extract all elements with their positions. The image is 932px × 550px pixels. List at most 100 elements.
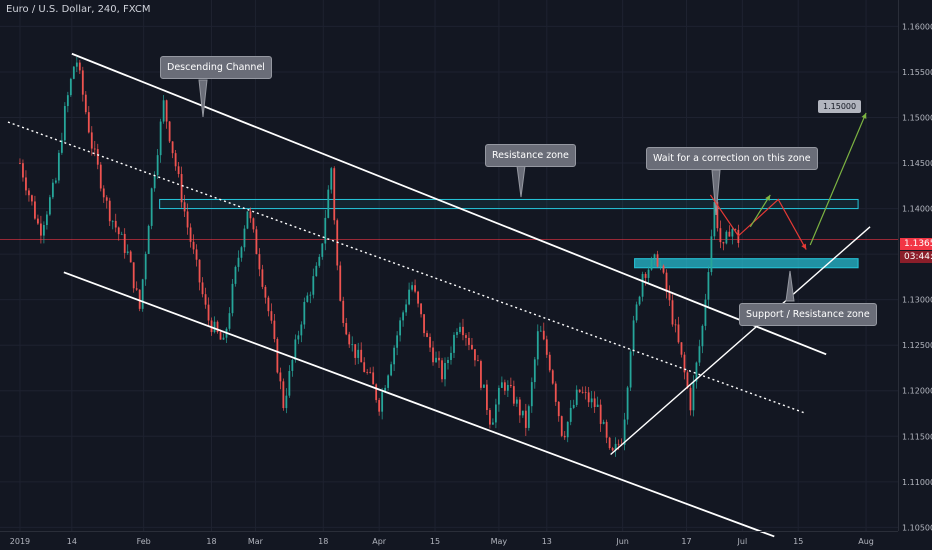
time-tick-label: Jul — [737, 537, 748, 546]
candle-body — [189, 227, 192, 242]
candle-body — [51, 182, 54, 198]
callout-resistance-zone[interactable]: Resistance zone — [485, 144, 576, 167]
candle-body — [575, 389, 578, 405]
candle-body — [569, 407, 572, 422]
price-axis[interactable]: 1.160001.155001.150001.145001.140001.135… — [898, 0, 932, 550]
candle-body — [521, 410, 524, 416]
candle-body — [614, 443, 617, 451]
candle-body — [132, 262, 135, 289]
candle-body — [719, 228, 722, 243]
candle-body — [117, 227, 120, 235]
channel-upper-line — [71, 52, 827, 356]
candle-body — [581, 391, 584, 393]
time-tick-label: 15 — [430, 537, 440, 546]
candle-body — [72, 66, 75, 79]
callout-support-resistance-zone[interactable]: Support / Resistance zone — [739, 303, 877, 326]
candle-body — [246, 211, 249, 229]
candle-body — [668, 291, 671, 301]
projection-green-arrow — [749, 194, 771, 228]
candle-body — [240, 247, 243, 258]
time-tick-label: Feb — [137, 537, 151, 546]
candle-body — [114, 220, 117, 228]
candle-body — [509, 384, 512, 387]
callout-descending-channel[interactable]: Descending Channel — [160, 56, 272, 79]
target-price-label[interactable]: 1.15000 — [818, 100, 862, 113]
candle-body — [659, 265, 662, 267]
price-tick-label: 1.11500 — [902, 432, 932, 441]
candle-body — [162, 100, 165, 122]
candle-body — [78, 62, 81, 71]
candle-body — [243, 228, 246, 248]
candle-body — [527, 406, 530, 428]
time-tick-label: 2019 — [10, 537, 30, 546]
candle-body — [267, 297, 270, 312]
candle-body — [216, 321, 219, 333]
candle-body — [545, 339, 548, 355]
callout-resistance-zone-label: Resistance zone — [492, 150, 569, 161]
candle-body — [75, 62, 78, 67]
candle-body — [387, 375, 390, 388]
projection-green-arrow-target — [809, 112, 867, 246]
price-tick-label: 1.13000 — [902, 296, 932, 305]
candle-body — [312, 276, 315, 295]
resistance-zone-box — [159, 198, 859, 210]
callout-wait-correction-pointer — [711, 169, 721, 216]
candle-body — [674, 324, 677, 326]
candle-body — [656, 254, 659, 267]
candle-body — [201, 282, 204, 295]
candle-body — [285, 395, 288, 409]
countdown-label: 03:44:52 — [900, 251, 932, 263]
price-tick-label: 1.10500 — [902, 523, 932, 532]
candle-body — [255, 229, 258, 255]
candle-body — [126, 251, 129, 253]
time-tick-label: May — [491, 537, 508, 546]
candle-body — [237, 257, 240, 267]
candle-body — [372, 372, 375, 385]
callout-wait-correction-label: Wait for a correction on this zone — [653, 153, 811, 164]
price-tick-label: 1.14500 — [902, 159, 932, 168]
candle-body — [207, 304, 210, 321]
candle-body — [435, 357, 437, 363]
candle-body — [402, 312, 405, 321]
callout-descending-channel-label: Descending Channel — [167, 62, 265, 73]
candle-body — [432, 347, 434, 363]
rising-support-line — [610, 226, 871, 456]
candle-body — [429, 336, 431, 348]
candle-body — [506, 384, 509, 391]
price-tick-label: 1.15500 — [902, 68, 932, 77]
candle-body — [315, 265, 318, 277]
candle-body — [270, 311, 273, 321]
time-tick-label: 18 — [318, 537, 328, 546]
candle-body — [411, 285, 413, 290]
candle-body — [713, 202, 716, 237]
candle-body — [31, 195, 33, 202]
time-axis[interactable]: 2019 14 Feb 18 Mar 18 Apr 15 May 13 Jun 17 Jul 15 Aug — [0, 531, 898, 547]
candle-body — [25, 177, 27, 191]
candle-body — [174, 153, 177, 167]
candle-body — [138, 289, 141, 309]
candle-body — [102, 188, 105, 198]
trend-lines[interactable] — [7, 52, 871, 538]
candle-body — [587, 392, 590, 403]
candle-body — [551, 370, 554, 384]
candle-body — [306, 295, 309, 302]
target-price-text: 1.15000 — [823, 102, 857, 111]
candle-body — [608, 437, 611, 449]
candle-body — [629, 351, 632, 388]
candle-body — [396, 335, 399, 348]
callout-wait-correction[interactable]: Wait for a correction on this zone — [646, 147, 818, 170]
candle-body — [644, 274, 647, 278]
candle-body — [653, 254, 656, 259]
candle-body — [60, 140, 63, 153]
candle-body — [156, 155, 159, 176]
channel-lower-line — [63, 271, 775, 538]
time-tick-label: Mar — [248, 537, 264, 546]
callout-descending-channel-pointer — [198, 79, 208, 118]
candle-body — [28, 190, 30, 196]
candle-body — [477, 360, 479, 362]
candle-body — [384, 387, 387, 393]
channel-midline-dotted — [7, 121, 807, 415]
candle-body — [468, 337, 470, 345]
candle-body — [198, 259, 201, 283]
